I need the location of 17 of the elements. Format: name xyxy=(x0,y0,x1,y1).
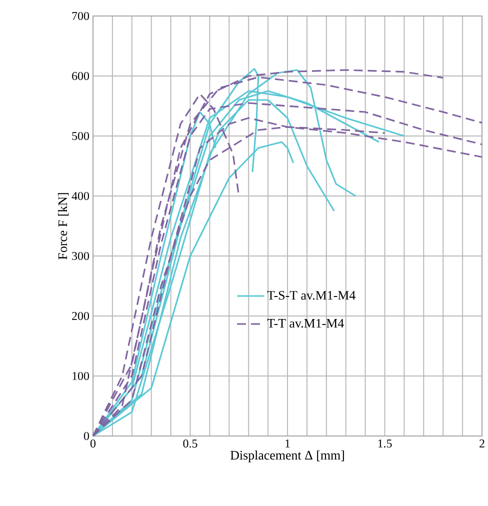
x-tick-label: 2 xyxy=(479,440,484,448)
y-tick-label: 600 xyxy=(72,72,89,80)
x-axis-title: Displacement Δ [mm] xyxy=(230,450,344,462)
y-tick-label: 500 xyxy=(72,132,89,140)
x-tick-label: 0.5 xyxy=(183,440,198,448)
y-tick-label: 200 xyxy=(72,312,89,320)
x-tick-label: 1.5 xyxy=(378,440,392,448)
y-axis-title: Force F [kN] xyxy=(58,193,69,260)
legend-label: T-S-T av.M1-M4 xyxy=(267,290,356,300)
x-tick-label: 1 xyxy=(285,440,290,448)
y-tick-label: 100 xyxy=(72,372,89,380)
y-tick-label: 400 xyxy=(72,192,89,200)
legend-label: T-T av.M1-M4 xyxy=(267,318,344,328)
y-tick-label: 300 xyxy=(72,252,89,260)
y-tick-label: 0 xyxy=(84,432,89,440)
y-tick-label: 700 xyxy=(72,12,89,20)
x-tick-label: 0 xyxy=(90,440,96,448)
